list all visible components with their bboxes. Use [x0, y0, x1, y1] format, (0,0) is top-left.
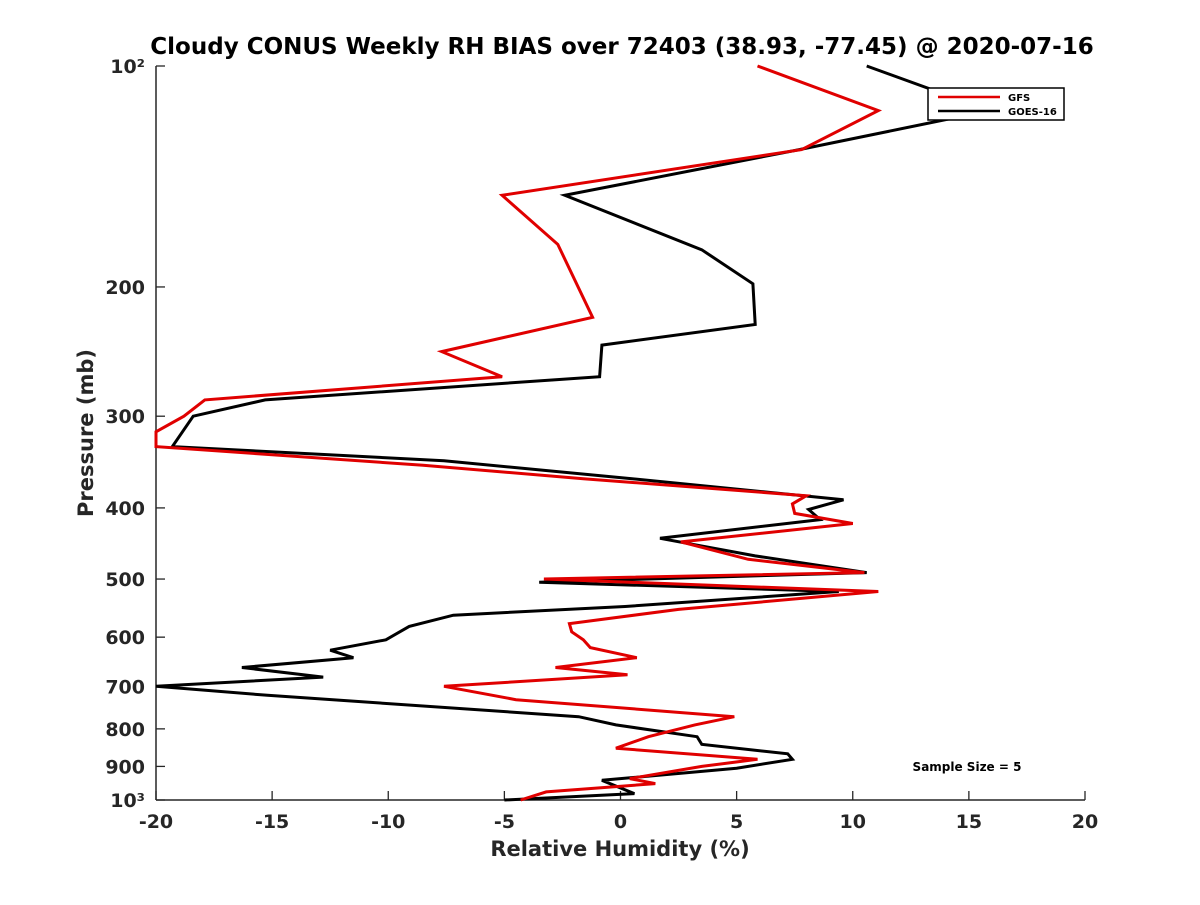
legend-label-goes-16: GOES-16 — [1008, 107, 1057, 118]
x-axis: -20 -15 -10 -5 0 5 10 15 20 — [139, 791, 1098, 833]
series-lines — [154, 64, 996, 802]
plot-area: -20 -15 -10 -5 0 5 10 15 20 10² 200 300 400 500 600 70… — [105, 56, 1098, 833]
y-tick-label: 400 — [105, 498, 145, 520]
x-tick-label: 5 — [730, 811, 743, 833]
x-tick-label: -5 — [494, 811, 515, 833]
sample-size-annotation: Sample Size = 5 — [913, 760, 1022, 774]
x-tick-label: 15 — [956, 811, 982, 833]
x-tick-label: -15 — [255, 811, 289, 833]
y-axis: 10² 200 300 400 500 600 700 800 900 10³ — [105, 56, 165, 812]
y-tick-label: 10² — [110, 56, 145, 78]
legend-box — [927, 87, 1065, 121]
x-tick-label: -10 — [371, 811, 405, 833]
series-line-gfs — [154, 64, 883, 802]
y-tick-label: 10³ — [110, 790, 145, 812]
series-line-goes-16 — [155, 64, 996, 802]
y-tick-label: 800 — [105, 719, 145, 741]
y-tick-label: 600 — [105, 627, 145, 649]
x-axis-label: Relative Humidity (%) — [490, 837, 749, 861]
legend: GFS GOES-16 — [927, 87, 1065, 121]
x-tick-label: 0 — [614, 811, 627, 833]
x-tick-label: 10 — [840, 811, 866, 833]
legend-label-gfs: GFS — [1008, 93, 1030, 104]
y-tick-label: 300 — [105, 406, 145, 428]
chart-title: Cloudy CONUS Weekly RH BIAS over 72403 (… — [150, 34, 1093, 60]
x-tick-label: -20 — [139, 811, 173, 833]
y-tick-label: 900 — [105, 756, 145, 778]
x-tick-label: 20 — [1072, 811, 1098, 833]
y-axis-label: Pressure (mb) — [74, 349, 98, 517]
y-tick-label: 500 — [105, 569, 145, 591]
y-tick-label: 200 — [105, 277, 145, 299]
y-tick-label: 700 — [105, 676, 145, 698]
